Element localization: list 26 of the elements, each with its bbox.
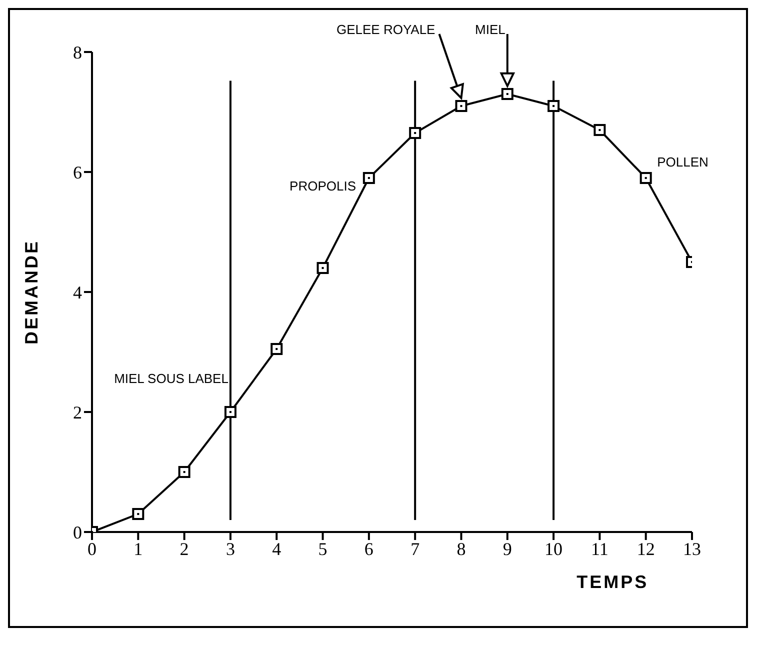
x-axis-title: TEMPS xyxy=(576,572,649,593)
x-tick-label: 9 xyxy=(502,538,512,559)
x-tick-label: 1 xyxy=(134,538,143,559)
x-tick-label: 3 xyxy=(226,538,235,559)
annotation: POLLEN xyxy=(657,154,708,170)
y-tick-label: 2 xyxy=(73,402,82,422)
x-tick-label: 10 xyxy=(544,538,563,559)
y-tick-label: 0 xyxy=(73,522,82,542)
annotation: GELEE ROYALE xyxy=(336,22,436,37)
x-tick-label: 13 xyxy=(683,538,701,559)
x-tick-label: 6 xyxy=(364,538,374,559)
y-tick-label: 4 xyxy=(73,282,82,302)
ref-line-label: MIEL SOUS LABEL xyxy=(114,371,228,386)
annotation: MIEL xyxy=(475,22,506,37)
x-tick-label: 12 xyxy=(636,538,655,559)
x-tick-label: 7 xyxy=(410,538,420,559)
y-axis-title: DEMANDE xyxy=(22,239,42,344)
x-tick-label: 11 xyxy=(591,538,608,559)
x-tick-label: 5 xyxy=(318,538,328,559)
x-tick-label: 8 xyxy=(456,538,466,559)
annotation: PROPOLIS xyxy=(290,178,356,194)
x-tick-label: 0 xyxy=(88,538,96,559)
x-tick-label: 4 xyxy=(272,538,282,559)
y-tick-label: 8 xyxy=(73,42,82,62)
x-tick-label: 2 xyxy=(180,538,189,559)
y-tick-label: 6 xyxy=(73,162,82,182)
